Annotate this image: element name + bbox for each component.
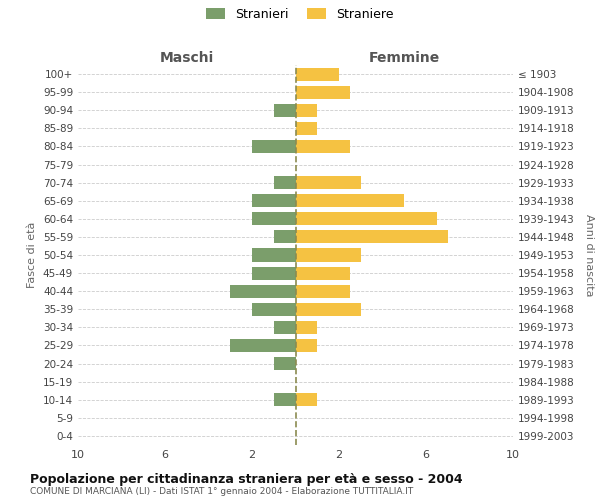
Y-axis label: Anni di nascita: Anni di nascita	[584, 214, 594, 296]
Bar	[296, 68, 339, 80]
Bar	[296, 212, 437, 226]
Bar	[274, 230, 296, 243]
Bar	[252, 212, 296, 226]
Bar	[274, 357, 296, 370]
Bar	[296, 140, 350, 153]
Bar	[252, 248, 296, 262]
Legend: Stranieri, Straniere: Stranieri, Straniere	[202, 2, 398, 26]
Bar	[274, 104, 296, 117]
Bar	[252, 303, 296, 316]
Bar	[296, 122, 317, 135]
Text: Popolazione per cittadinanza straniera per età e sesso - 2004: Popolazione per cittadinanza straniera p…	[30, 472, 463, 486]
Bar	[252, 194, 296, 207]
Y-axis label: Fasce di età: Fasce di età	[28, 222, 37, 288]
Bar	[296, 230, 448, 243]
Bar	[296, 339, 317, 352]
Bar	[296, 248, 361, 262]
Text: Femmine: Femmine	[368, 51, 440, 65]
Bar	[296, 284, 350, 298]
Bar	[296, 393, 317, 406]
Bar	[296, 194, 404, 207]
Bar	[296, 104, 317, 117]
Bar	[296, 303, 361, 316]
Bar	[252, 140, 296, 153]
Text: COMUNE DI MARCIANA (LI) - Dati ISTAT 1° gennaio 2004 - Elaborazione TUTTITALIA.I: COMUNE DI MARCIANA (LI) - Dati ISTAT 1° …	[30, 488, 413, 496]
Bar	[296, 266, 350, 280]
Bar	[274, 393, 296, 406]
Bar	[296, 176, 361, 189]
Bar	[274, 176, 296, 189]
Bar	[274, 321, 296, 334]
Bar	[296, 321, 317, 334]
Bar	[230, 284, 296, 298]
Bar	[230, 339, 296, 352]
Bar	[252, 266, 296, 280]
Text: Maschi: Maschi	[160, 51, 214, 65]
Bar	[296, 86, 350, 98]
